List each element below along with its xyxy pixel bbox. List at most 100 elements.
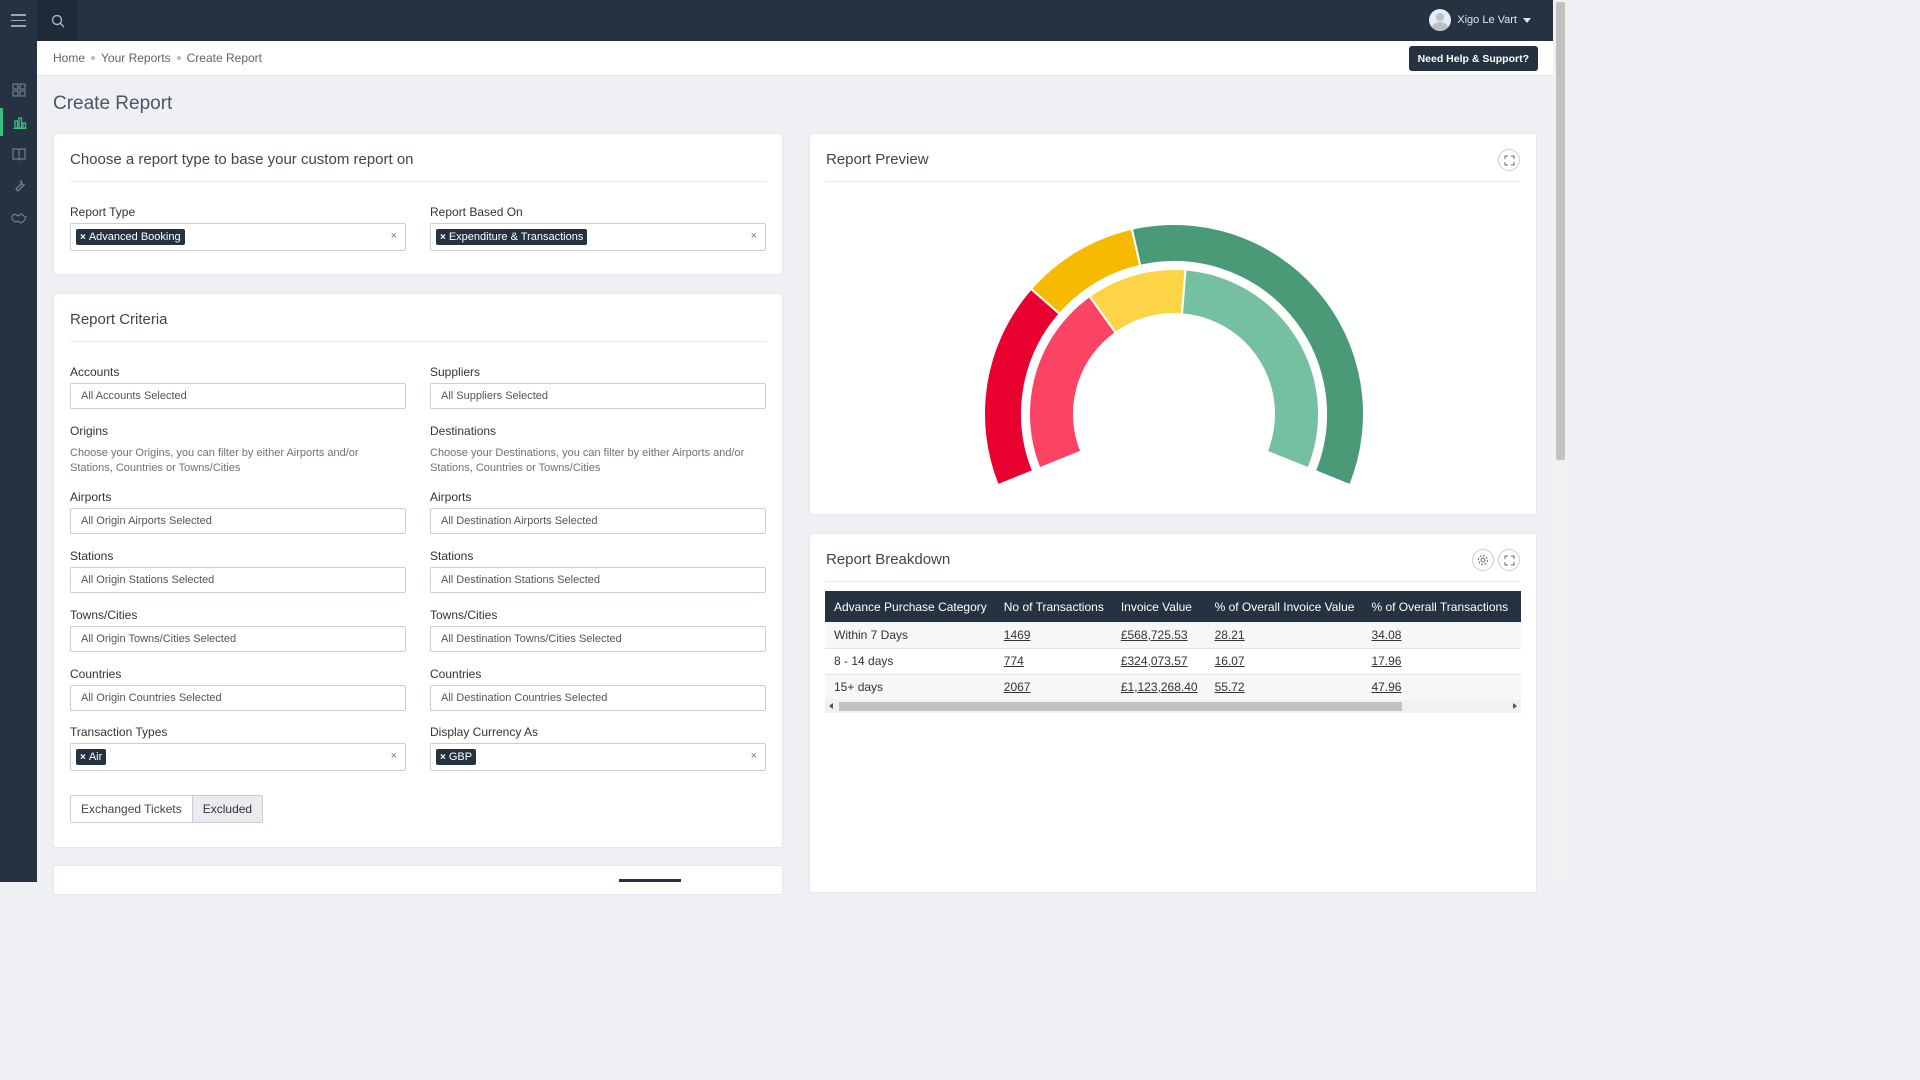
- origin-countries-label: Countries: [70, 667, 122, 681]
- tag-label: Expenditure & Transactions: [448, 231, 584, 243]
- exchanged-tickets-toggle[interactable]: Exchanged Tickets Excluded: [70, 795, 264, 823]
- scrollbar-thumb[interactable]: [839, 702, 1402, 711]
- sidebar: [0, 41, 37, 882]
- suppliers-input[interactable]: All Suppliers Selected: [430, 383, 766, 409]
- transaction-types-select[interactable]: × Air ×: [70, 743, 406, 771]
- remove-icon[interactable]: ×: [80, 751, 86, 763]
- dest-stations-input[interactable]: All Destination Stations Selected: [430, 567, 766, 593]
- currency-select[interactable]: × GBP ×: [430, 743, 766, 771]
- table-cell-link[interactable]: 47.96: [1362, 674, 1517, 701]
- table-cell-link[interactable]: 1469: [994, 622, 1112, 649]
- preview-chart: [983, 223, 1365, 487]
- suppliers-label: Suppliers: [430, 365, 481, 379]
- breadcrumb-your-reports[interactable]: Your Reports: [101, 51, 171, 65]
- page-scrollbar[interactable]: [1553, 0, 1568, 882]
- column-header[interactable]: No of Transactions: [994, 591, 1112, 622]
- sidebar-item-docs[interactable]: [0, 140, 37, 168]
- table-cell-link[interactable]: £3: [1516, 622, 1521, 649]
- clear-icon[interactable]: ×: [750, 750, 757, 762]
- book-icon: [11, 148, 26, 161]
- dest-towns-input[interactable]: All Destination Towns/Cities Selected: [430, 626, 766, 652]
- report-type-card: Choose a report type to base your custom…: [53, 133, 783, 275]
- currency-label: Display Currency As: [430, 725, 539, 739]
- table-cell-link[interactable]: 28.21: [1205, 622, 1363, 649]
- gear-icon: [1478, 555, 1488, 565]
- column-header[interactable]: % of Overall Transactions: [1362, 591, 1517, 622]
- origin-airports-input[interactable]: All Origin Airports Selected: [70, 508, 406, 534]
- divider: [70, 181, 766, 182]
- report-preview-card: Report Preview: [809, 133, 1537, 515]
- column-header[interactable]: % of Overall Invoice Value: [1205, 591, 1363, 622]
- origin-towns-input[interactable]: All Origin Towns/Cities Selected: [70, 626, 406, 652]
- expand-breakdown-button[interactable]: [1498, 549, 1520, 571]
- breakdown-settings-button[interactable]: [1472, 549, 1494, 571]
- dest-airports-input[interactable]: All Destination Airports Selected: [430, 508, 766, 534]
- origin-towns-label: Towns/Cities: [70, 608, 138, 622]
- transaction-types-label: Transaction Types: [70, 725, 168, 739]
- clear-icon[interactable]: ×: [390, 750, 397, 762]
- table-row: Within 7 Days 1469 £568,725.53 28.21 34.…: [825, 622, 1521, 649]
- expand-preview-button[interactable]: [1498, 149, 1520, 171]
- scroll-left-icon[interactable]: [829, 703, 833, 709]
- table-cell-link[interactable]: 2067: [994, 674, 1112, 701]
- chart-segment-ring2-3[interactable]: [1180, 268, 1320, 470]
- wrench-icon: [14, 179, 26, 192]
- table-cell-link[interactable]: 34.08: [1362, 622, 1517, 649]
- table-cell-link[interactable]: 16.07: [1205, 648, 1363, 675]
- dest-countries-input[interactable]: All Destination Countries Selected: [430, 685, 766, 711]
- remove-icon[interactable]: ×: [440, 231, 446, 243]
- scrollbar-thumb[interactable]: [1556, 2, 1565, 460]
- remove-icon[interactable]: ×: [440, 751, 446, 763]
- origin-stations-input[interactable]: All Origin Stations Selected: [70, 567, 406, 593]
- avatar: [1429, 9, 1452, 31]
- chart-segment-ring1-3[interactable]: [1130, 223, 1365, 487]
- column-header[interactable]: Advance Purchase Category: [825, 591, 995, 622]
- destinations-label: Destinations: [430, 424, 497, 438]
- clear-icon[interactable]: ×: [750, 230, 757, 242]
- breadcrumb-bar: Home Your Reports Create Report Need Hel…: [37, 41, 1553, 76]
- sidebar-item-tools[interactable]: [0, 172, 37, 200]
- dest-airports-label: Airports: [430, 490, 472, 504]
- table-cell-link[interactable]: £4: [1516, 648, 1521, 675]
- based-on-select[interactable]: × Expenditure & Transactions ×: [430, 223, 766, 251]
- column-header[interactable]: Invoice Value: [1111, 591, 1206, 622]
- dest-countries-label: Countries: [430, 667, 482, 681]
- table-cell-link[interactable]: 774: [994, 648, 1112, 675]
- table-cell-link[interactable]: £1,123,268.40: [1111, 674, 1206, 701]
- chevron-down-icon: [1523, 17, 1531, 23]
- table-cell-link[interactable]: £5: [1516, 674, 1521, 701]
- report-type-select[interactable]: × Advanced Booking ×: [70, 223, 406, 251]
- preview-title: Report Preview: [826, 151, 929, 168]
- remove-icon[interactable]: ×: [80, 231, 86, 243]
- origins-help: Choose your Origins, you can filter by e…: [70, 447, 359, 474]
- expand-icon: [1504, 555, 1514, 565]
- report-type-card-title: Choose a report type to base your custom…: [70, 151, 414, 168]
- table-cell-link[interactable]: 55.72: [1205, 674, 1363, 701]
- clear-icon[interactable]: ×: [390, 230, 397, 242]
- table-cell-link[interactable]: £568,725.53: [1111, 622, 1206, 649]
- table-horizontal-scrollbar[interactable]: [825, 700, 1521, 713]
- help-support-button[interactable]: Need Help & Support?: [1408, 46, 1538, 71]
- user-menu[interactable]: Xigo Le Vart: [1429, 9, 1531, 31]
- breadcrumb-home[interactable]: Home: [53, 51, 86, 65]
- menu-icon[interactable]: [0, 0, 37, 41]
- table-cell: 15+ days: [825, 674, 995, 701]
- exchanged-tickets-value[interactable]: Excluded: [192, 796, 263, 822]
- top-bar: Xigo Le Vart: [0, 0, 1553, 41]
- accounts-input[interactable]: All Accounts Selected: [70, 383, 406, 409]
- table-cell-link[interactable]: £324,073.57: [1111, 648, 1206, 675]
- column-header[interactable]: Av: [1516, 591, 1521, 622]
- divider: [826, 581, 1520, 582]
- scroll-right-icon[interactable]: [1513, 703, 1517, 709]
- report-type-label: Report Type: [70, 205, 136, 219]
- sidebar-item-partners[interactable]: [0, 204, 37, 232]
- table-row: 8 - 14 days 774 £324,073.57 16.07 17.96 …: [825, 648, 1521, 675]
- exchanged-tickets-label: Exchanged Tickets: [71, 796, 193, 822]
- sidebar-item-reports[interactable]: [0, 108, 37, 136]
- table-cell-link[interactable]: 17.96: [1362, 648, 1517, 675]
- table-cell: Within 7 Days: [825, 622, 995, 649]
- search-button[interactable]: [37, 0, 78, 41]
- origin-countries-input[interactable]: All Origin Countries Selected: [70, 685, 406, 711]
- handshake-icon: [10, 213, 27, 224]
- sidebar-item-dashboard[interactable]: [0, 76, 37, 104]
